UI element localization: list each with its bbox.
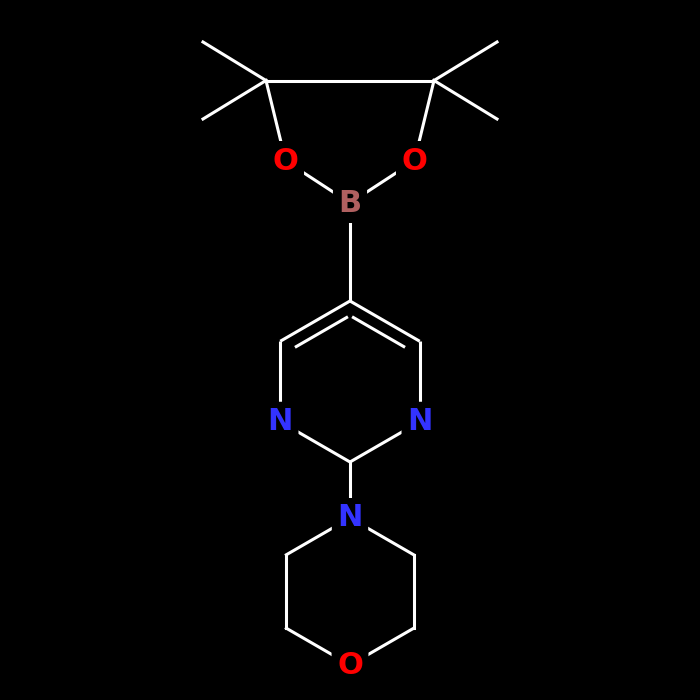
Text: N: N	[337, 503, 363, 533]
Text: O: O	[402, 146, 427, 176]
Text: N: N	[407, 407, 433, 436]
Text: B: B	[338, 188, 362, 218]
Text: O: O	[273, 146, 298, 176]
Text: O: O	[337, 650, 363, 680]
Text: N: N	[267, 407, 293, 436]
